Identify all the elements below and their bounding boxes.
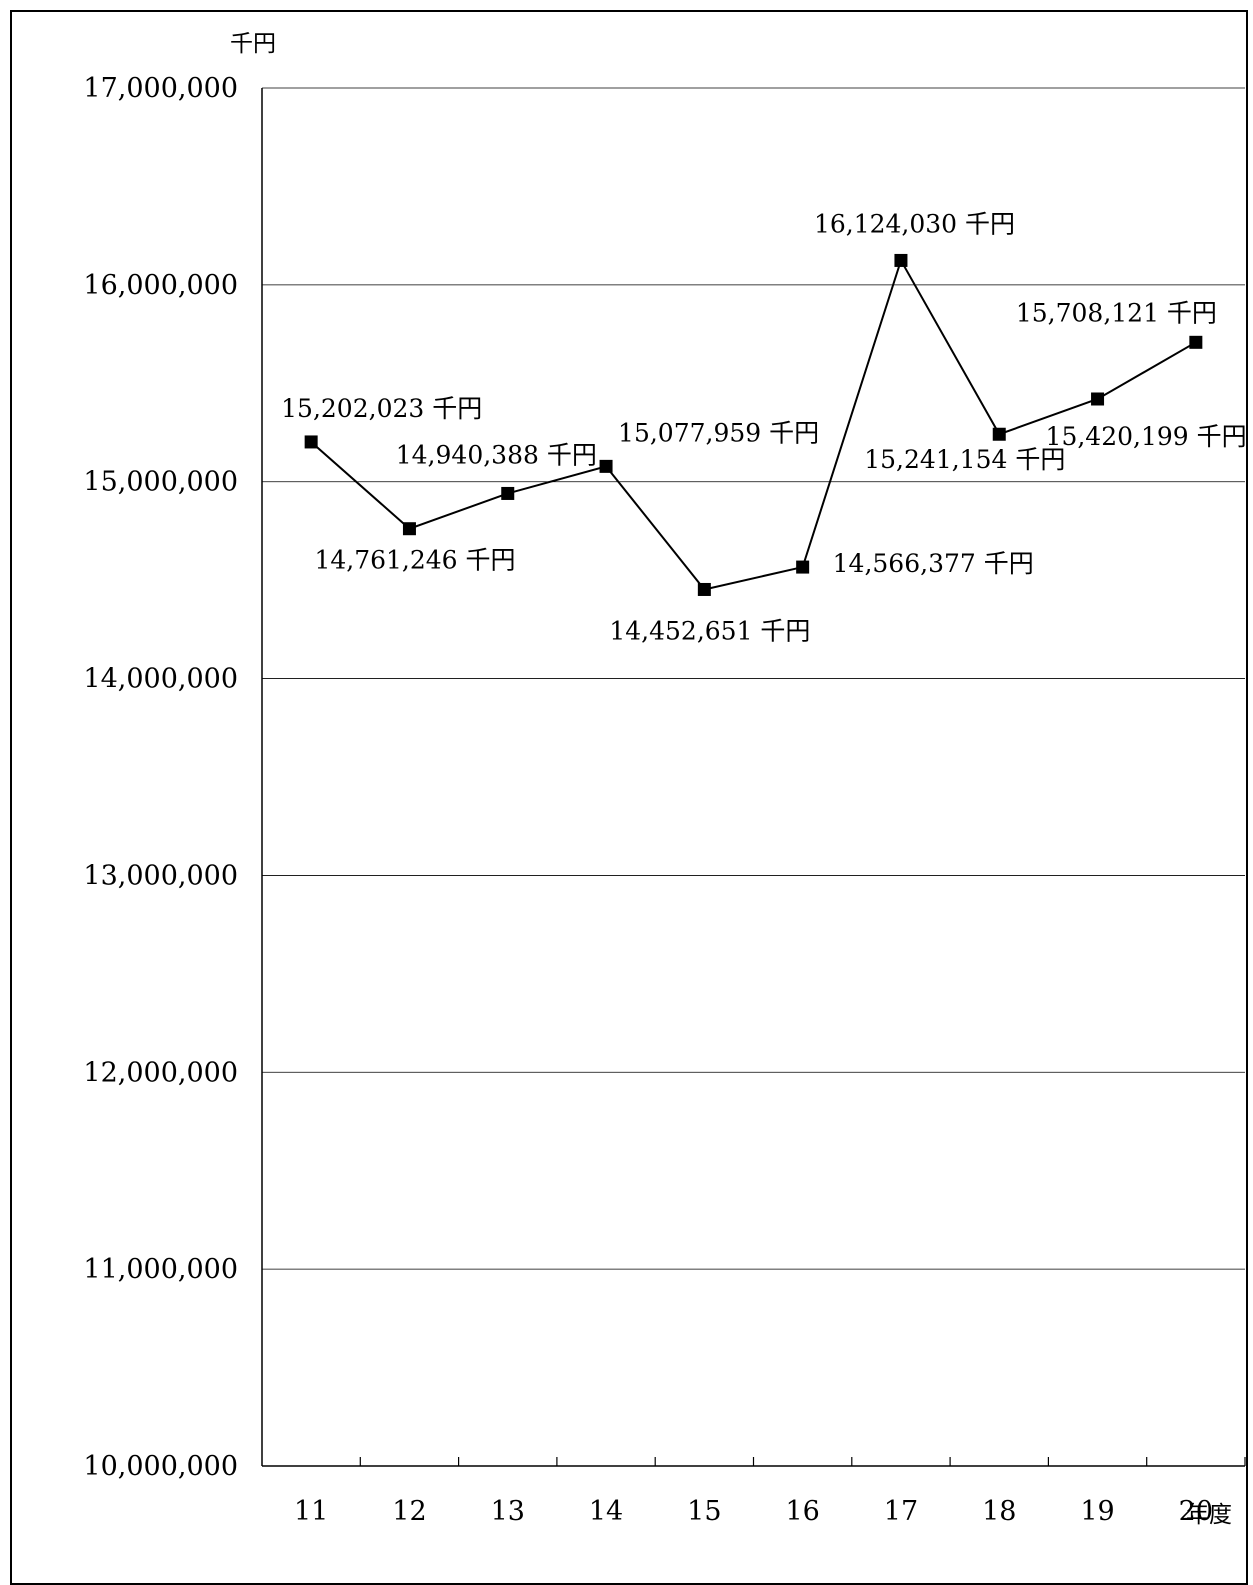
data-point-marker: [304, 435, 318, 449]
x-tick-label: 18: [982, 1496, 1016, 1527]
x-tick-label: 16: [785, 1496, 819, 1527]
data-label: 14,761,246 千円: [314, 546, 515, 575]
data-label: 14,452,651 千円: [609, 616, 810, 645]
data-point-marker: [992, 427, 1006, 441]
data-point-marker: [599, 459, 613, 473]
x-tick-label: 11: [294, 1496, 328, 1527]
chart-frame: [10, 10, 1248, 1585]
data-point-marker: [894, 253, 908, 267]
y-axis-unit-label: 千円: [230, 31, 276, 57]
y-tick-label: 15,000,000: [83, 467, 238, 498]
data-label: 16,124,030 千円: [814, 209, 1015, 238]
gridlines: [262, 87, 1245, 1270]
x-tick-label: 17: [884, 1496, 918, 1527]
x-tick-labels: 11 12 13 14 15 16 17 18 19 20: [294, 1457, 1246, 1527]
y-tick-label: 17,000,000: [83, 73, 238, 104]
y-tick-label: 12,000,000: [83, 1057, 238, 1088]
data-label: 15,241,154 千円: [864, 445, 1065, 474]
data-labels: 15,202,023 千円 14,761,246 千円 14,940,388 千円 1…: [281, 209, 1246, 645]
data-point-marker: [1091, 392, 1105, 406]
x-tick-label: 14: [589, 1496, 623, 1527]
y-tick-label: 16,000,000: [83, 270, 238, 301]
data-label: 14,566,377 千円: [833, 549, 1034, 578]
y-tick-label: 10,000,000: [83, 1451, 238, 1482]
y-tick-labels: 10,000,000 11,000,000 12,000,000 13,000,000…: [83, 73, 238, 1482]
data-point-marker: [501, 486, 515, 500]
series: [310, 257, 1197, 591]
x-axis-unit-label: 年度: [1186, 1502, 1232, 1528]
x-tick-label: 13: [491, 1496, 525, 1527]
data-label: 14,940,388 千円: [396, 440, 597, 469]
data-label: 15,420,199 千円: [1046, 422, 1247, 451]
axes: [261, 88, 1245, 1467]
y-tick-label: 11,000,000: [83, 1254, 238, 1285]
data-point-marker: [402, 522, 416, 536]
series-line: [310, 257, 1197, 591]
y-tick-label: 14,000,000: [83, 664, 238, 695]
data-point-marker: [796, 560, 810, 574]
x-tick-label: 15: [687, 1496, 721, 1527]
data-point-marker: [1189, 335, 1203, 349]
x-tick-label: 19: [1080, 1496, 1114, 1527]
x-tick-label: 20: [1179, 1496, 1213, 1527]
y-tick-label: 13,000,000: [83, 860, 238, 891]
data-markers: [304, 253, 1203, 596]
data-label: 15,708,121 千円: [1016, 298, 1217, 327]
data-label: 15,202,023 千円: [281, 394, 482, 423]
data-point-marker: [697, 582, 711, 596]
x-tick-label: 12: [392, 1496, 426, 1527]
data-label: 15,077,959 千円: [618, 418, 819, 447]
